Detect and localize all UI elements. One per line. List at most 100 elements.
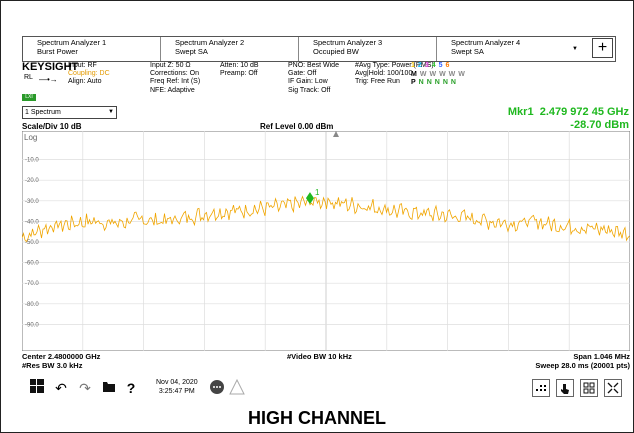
trig-value: Trig: Free Run	[355, 78, 400, 86]
grid-view-icon[interactable]	[532, 379, 550, 397]
avg-hold-value: Avg|Hold: 100/100	[355, 70, 413, 78]
tab-mode: Occupied BW	[313, 47, 359, 56]
tab-spectrum-analyzer-4[interactable]: Spectrum Analyzer 4 Swept SA	[437, 37, 565, 61]
atten-value: Atten: 10 dB	[220, 62, 259, 69]
taskbar: ↶ ↷ ? Nov 04, 2020 3:25:47 PM	[22, 377, 631, 399]
view-selector[interactable]: 1 Spectrum ▼	[22, 106, 117, 119]
window-layout-icon[interactable]	[580, 379, 598, 397]
folder-icon[interactable]	[100, 379, 118, 397]
lxi-icon: LXI	[22, 94, 36, 101]
y-tick-label: -90.0	[25, 322, 39, 328]
preamp-value: Preamp: Off	[220, 70, 258, 78]
trace-mode: W	[458, 70, 465, 78]
y-tick-label: -70.0	[25, 281, 39, 287]
res-bw: #Res BW 3.0 kHz	[22, 361, 83, 370]
trace-number: 5	[438, 62, 443, 69]
video-bw: #Video BW 10 kHz	[287, 352, 352, 361]
marker-label: Mkr1	[507, 106, 534, 118]
coupling-value: Coupling: DC	[68, 70, 110, 78]
y-tick-label: -20.0	[25, 178, 39, 184]
view-selector-label: 1 Spectrum	[25, 109, 61, 116]
datetime: Nov 04, 2020 3:25:47 PM	[156, 379, 198, 396]
settings-panel[interactable]: KEYSIGHT RL —•→ LXI Input: RF Coupling: D…	[22, 61, 631, 101]
gate-value: Gate: Off	[288, 70, 317, 78]
redo-icon[interactable]: ↷	[79, 380, 91, 396]
trace-number: 2	[417, 62, 422, 69]
add-tab-button[interactable]: +	[592, 38, 613, 58]
input-arrow-icon: —•→	[39, 75, 58, 84]
tab-title: Spectrum Analyzer 1	[37, 38, 107, 47]
spectrum-plot[interactable]: -10.0 -20.0 -30.0 -40.0 -50.0 -60.0 -70.0 -80.0…	[22, 131, 630, 351]
tab-spectrum-analyzer-3[interactable]: Spectrum Analyzer 3 Occupied BW	[299, 37, 437, 61]
windows-icon[interactable]	[28, 379, 46, 397]
input-settings: Input: RF Coupling: DC Align: Auto	[68, 62, 110, 87]
brand-logo: KEYSIGHT	[22, 61, 79, 73]
y-tick-label: -60.0	[25, 261, 39, 267]
trace-number: 6	[445, 62, 450, 69]
tab-mode: Swept SA	[451, 47, 484, 56]
touch-icon[interactable]	[556, 379, 574, 397]
tab-spectrum-analyzer-2[interactable]: Spectrum Analyzer 2 Swept SA	[161, 37, 299, 61]
y-tick-label: -50.0	[25, 240, 39, 246]
y-axis-ticks: -10.0 -20.0 -30.0 -40.0 -50.0 -60.0 -70.0 -80.0…	[25, 158, 39, 329]
trace-mode: W	[439, 70, 446, 78]
marker-readout: Mkr1 2.479 972 45 GHz	[508, 106, 629, 118]
if-gain-value: IF Gain: Low	[288, 78, 328, 86]
trace-mode: W	[448, 70, 456, 78]
atten-settings: Atten: 10 dB Preamp: Off	[220, 62, 259, 78]
trace-detector: N	[426, 79, 432, 86]
nfe-value: NFE: Adaptive	[150, 86, 195, 94]
scale-div-label: Scale/Div 10 dB	[22, 122, 82, 131]
marker-number: 1	[315, 188, 320, 197]
trace-detector: N	[450, 79, 456, 86]
input-z-value: Input Z: 50 Ω	[150, 62, 191, 69]
warning-icon[interactable]	[228, 378, 246, 397]
tab-title: Spectrum Analyzer 4	[451, 38, 521, 47]
y-tick-label: -30.0	[25, 199, 39, 205]
marker-diamond-icon[interactable]	[305, 192, 314, 205]
trace-detector: N	[442, 79, 448, 86]
tab-mode: Burst Power	[37, 47, 78, 56]
log-label: Log	[24, 133, 37, 142]
correction-settings: Input Z: 50 Ω Corrections: On Freq Ref: In…	[150, 62, 200, 95]
trace-mode: M	[411, 70, 417, 78]
tab-spectrum-analyzer-1[interactable]: Spectrum Analyzer 1 Burst Power	[23, 37, 161, 61]
window-tabs: Spectrum Analyzer 1 Burst Power Spectrum…	[22, 36, 616, 62]
trace-number: 1	[411, 62, 415, 69]
tab-dropdown-icon[interactable]: ▼	[572, 46, 578, 52]
message-icon[interactable]	[208, 379, 226, 397]
marker-level: -28.70 dBm	[570, 119, 629, 131]
marker-frequency: 2.479 972 45 GHz	[539, 106, 629, 118]
trace-1-line	[22, 195, 630, 243]
rl-label: RL	[24, 74, 33, 81]
corrections-value: Corrections: On	[150, 70, 200, 78]
fullscreen-icon[interactable]	[604, 379, 622, 397]
date: Nov 04, 2020	[156, 379, 198, 386]
avg-type-value: #Avg Type: Power (RMS)	[355, 62, 434, 69]
freq-ref-value: Freq Ref: Int (S)	[150, 78, 201, 86]
trace-mode: W	[419, 70, 427, 78]
align-value: Align: Auto	[68, 78, 102, 86]
y-tick-label: -10.0	[25, 158, 39, 164]
span: Span 1.046 MHz	[573, 352, 630, 361]
marker-1[interactable]: 1	[305, 188, 320, 205]
trace-detector: N	[418, 79, 424, 86]
sweep-time: Sweep 28.0 ms (20001 pts)	[535, 361, 630, 370]
caption: HIGH CHANNEL	[248, 408, 386, 428]
center-frequency: Center 2.4800000 GHz	[22, 352, 101, 361]
time: 3:25:47 PM	[158, 387, 195, 395]
trace-mode: W	[429, 70, 437, 78]
trace-number: 4	[431, 62, 436, 69]
pno-value: PNO: Best Wide	[288, 62, 339, 69]
help-icon[interactable]: ?	[126, 380, 136, 396]
trace-number: 3	[424, 62, 429, 69]
tab-mode: Swept SA	[175, 47, 208, 56]
tab-title: Spectrum Analyzer 3	[313, 38, 383, 47]
input-value: Input: RF	[68, 62, 97, 69]
ref-marker-icon	[333, 131, 339, 137]
tab-title: Spectrum Analyzer 2	[175, 38, 245, 47]
undo-icon[interactable]: ↶	[55, 380, 67, 396]
